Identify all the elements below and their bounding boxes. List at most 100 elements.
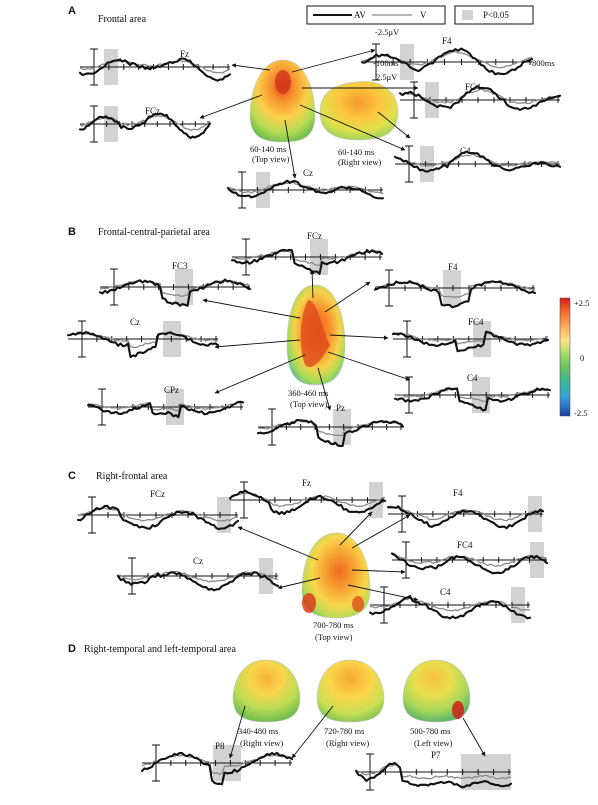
electrode-label: Cz: [303, 168, 313, 178]
map-d1-window: 340-480 ms: [238, 726, 278, 736]
arrow-d-p8-b: [291, 705, 334, 759]
scale-amp-pos: 2.5μV: [376, 72, 398, 82]
erp-plot: CPz: [86, 385, 245, 426]
erp-plot: F4: [386, 488, 545, 533]
colorbar: [559, 297, 571, 417]
v-waveform: [257, 419, 404, 437]
map-a-right-view: (Right view): [338, 157, 381, 167]
legend-sig-box: [454, 5, 534, 25]
av-waveform: [373, 280, 537, 309]
map-a-right-window: 60-140 ms: [338, 147, 374, 157]
arrow-a-f4: [291, 48, 376, 73]
electrode-label: Fz: [302, 478, 311, 488]
v-waveform: [77, 506, 239, 522]
erp-plot: Pz: [256, 403, 405, 448]
arrow-b-c4: [327, 351, 411, 381]
av-waveform: [228, 489, 387, 516]
v-waveform: [87, 401, 244, 412]
av-waveform: [230, 248, 384, 275]
arrow-d-p7: [462, 717, 486, 757]
head-map-d-right-2: [316, 659, 385, 723]
arrow-layer: [199, 48, 486, 759]
arrow-d-p8-a: [228, 705, 246, 759]
scale-amp-neg: -2.5μV: [375, 27, 400, 37]
electrode-label: FC4: [468, 317, 484, 327]
av-waveform: [98, 278, 252, 307]
erp-plot: FC4: [390, 540, 549, 579]
arrow-a-right-c4: [377, 111, 411, 139]
colorbar-min: -2.5: [574, 408, 587, 418]
erp-plot: Fz: [228, 478, 387, 519]
av-waveform: [76, 504, 240, 530]
electrode-label: FCz: [150, 489, 165, 499]
colorbar-mid: 0: [580, 353, 584, 363]
arrow-c-c4: [347, 584, 419, 602]
head-map-c-top-right-peak: [352, 596, 364, 612]
electrode-label: FC4: [457, 540, 473, 550]
av-waveform: [86, 400, 245, 419]
arrow-b-cz: [214, 339, 301, 349]
electrode-label: Cz: [130, 317, 140, 327]
av-waveform: [393, 387, 552, 412]
head-map-a-top-peak: [275, 70, 291, 94]
v-waveform: [79, 59, 231, 74]
head-map-a-top: [249, 59, 316, 143]
panel-title-a: Frontal area: [98, 14, 147, 25]
av-waveform: [116, 571, 280, 592]
av-waveform: [354, 761, 513, 789]
erp-plot: F4: [373, 262, 537, 309]
electrode-label: FC3: [172, 261, 188, 271]
arrow-b-fc3: [202, 298, 301, 319]
map-a-top-view: (Top view): [252, 154, 290, 164]
erp-plot: Cz: [116, 556, 280, 595]
arrow-b-fc4: [329, 334, 389, 341]
map-d3-window: 500-780 ms: [410, 726, 450, 736]
electrode-label: CPz: [164, 385, 179, 395]
erp-plot: C4: [393, 373, 552, 414]
arrow-a-cz: [284, 119, 297, 179]
av-waveform: [78, 112, 212, 140]
erp-plot: P7: [354, 750, 513, 791]
arrow-a-fcz: [199, 94, 263, 119]
electrode-label: Fz: [180, 49, 189, 59]
v-waveform: [387, 505, 544, 522]
electrode-label: F4: [442, 36, 452, 46]
arrow-a-fz: [231, 63, 271, 71]
arrow-c-fcz: [237, 526, 319, 561]
av-waveform: [78, 57, 232, 82]
arrow-b-pz: [317, 367, 332, 411]
legend-box: [306, 5, 446, 25]
v-waveform: [67, 331, 219, 349]
av-waveform: [393, 150, 562, 173]
head-map-d-left-peak: [452, 701, 464, 719]
arrow-b-f4: [324, 281, 371, 313]
panel-letter-b: B: [68, 226, 76, 238]
erp-plot: FC4: [398, 81, 562, 119]
v-waveform: [399, 88, 561, 105]
arrow-c-fc4: [351, 569, 406, 575]
av-waveform: [360, 47, 534, 76]
map-d2-window: 720-780 ms: [324, 726, 364, 736]
legend-av-label: AV: [354, 10, 366, 20]
map-c-top-view: (Top view): [315, 632, 353, 642]
av-waveform: [226, 179, 385, 200]
map-d2-view: (Right view): [326, 738, 369, 748]
panel-title-d: Right-temporal and left-temporal area: [84, 644, 236, 655]
av-waveform: [368, 595, 532, 620]
map-c-top-window: 700-780 ms: [313, 620, 353, 630]
electrode-label: C4: [460, 146, 471, 156]
electrode-label: FC4: [465, 82, 481, 92]
panel-letter-a: A: [68, 5, 76, 17]
electrode-label: Cz: [193, 556, 203, 566]
erp-plot: F4: [360, 36, 534, 81]
head-map-d-right-1: [232, 659, 301, 723]
av-waveform: [386, 505, 545, 530]
map-b-top-view: (Top view): [290, 399, 328, 409]
av-waveform: [391, 330, 550, 353]
v-waveform: [229, 491, 386, 508]
legend-sig-swatch: [462, 10, 473, 20]
head-map-a-right: [319, 81, 399, 141]
erp-plot: Cz: [226, 168, 385, 209]
electrode-label: P7: [431, 750, 441, 760]
